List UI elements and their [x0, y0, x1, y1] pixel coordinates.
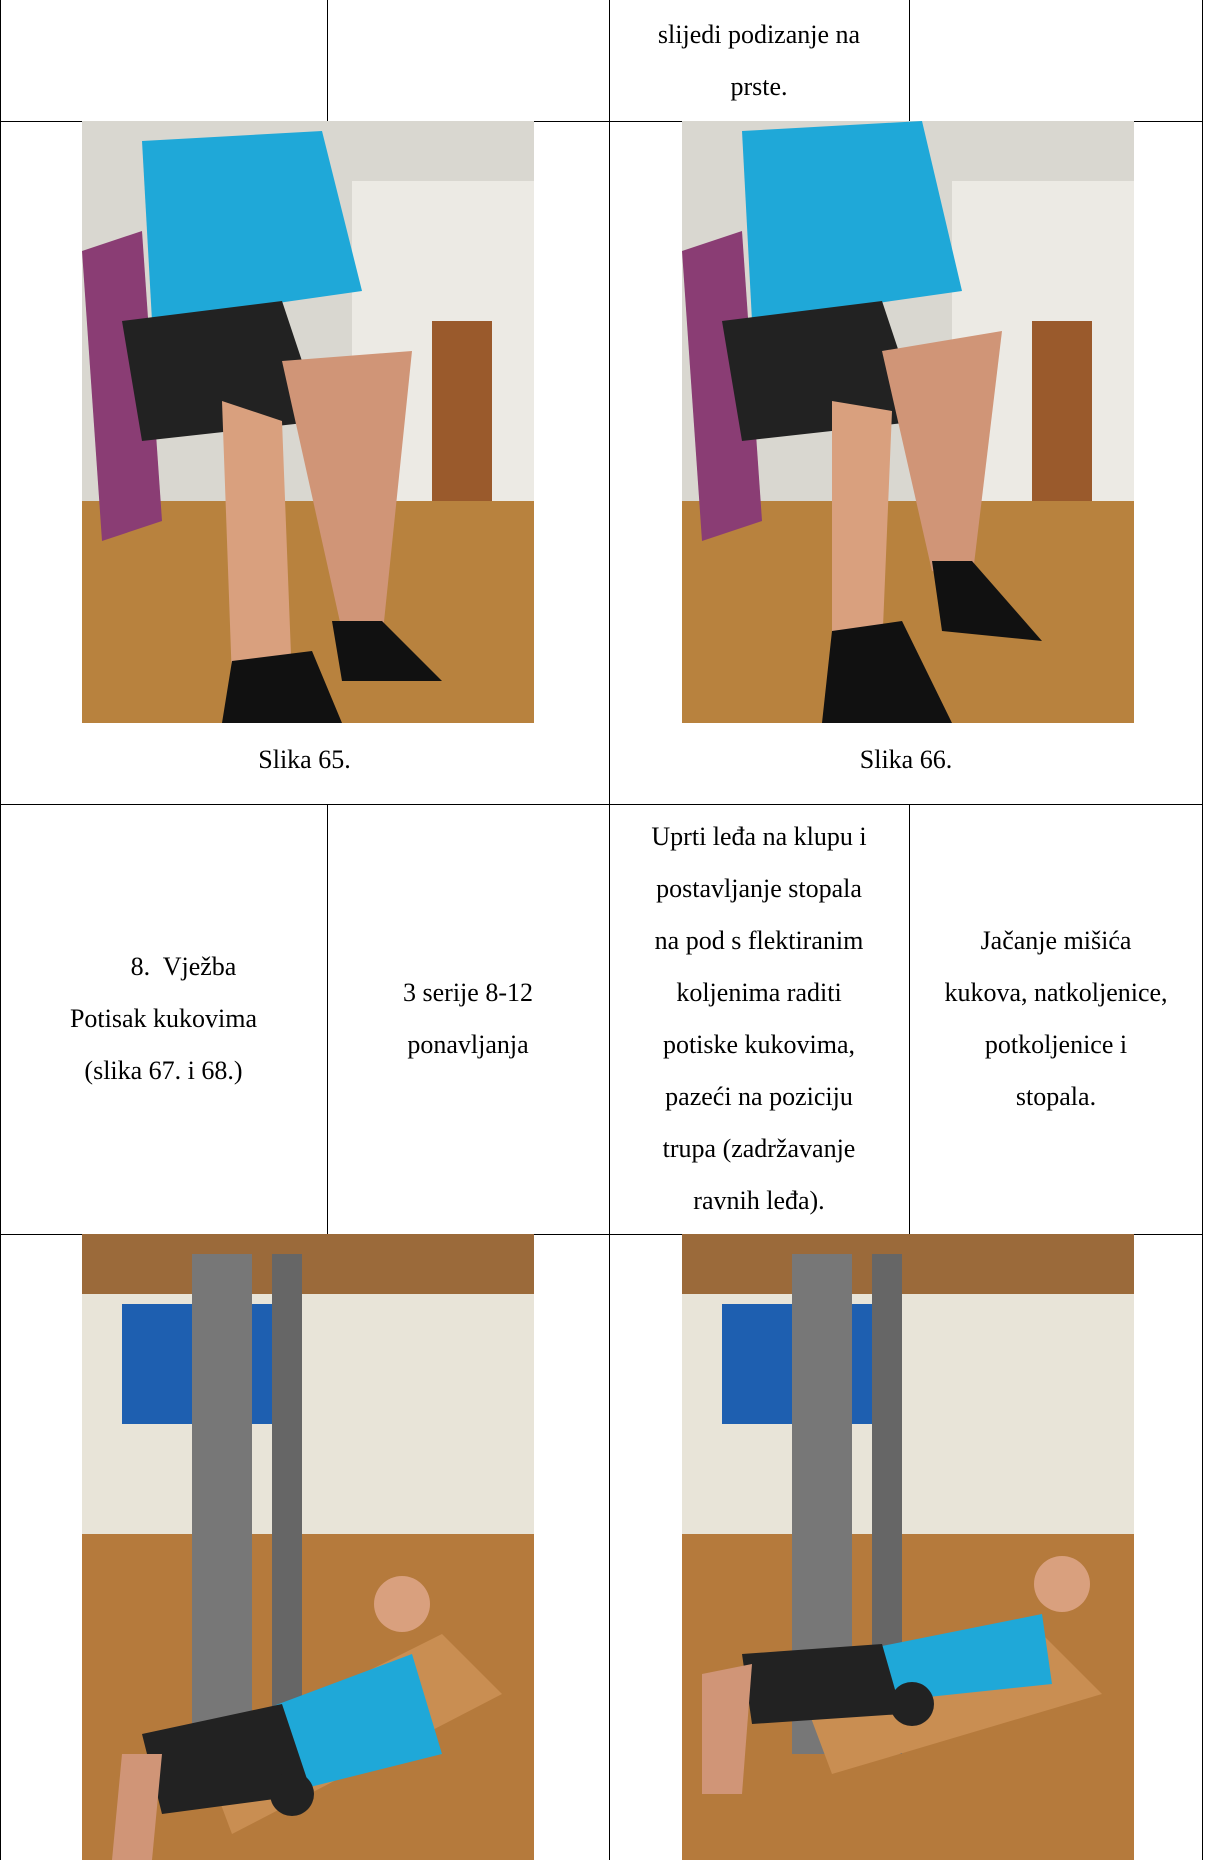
cell-line: potkoljenice i: [984, 1030, 1128, 1059]
rule: [909, 0, 910, 121]
cell-line: postavljanje stopala: [656, 874, 862, 903]
rule: [0, 1234, 1203, 1235]
table-cell: [327, 0, 609, 121]
caption: Slika 65.: [258, 745, 351, 774]
rule: [909, 804, 910, 1234]
rule: [327, 0, 328, 121]
cell-line: trupa (zadržavanje: [662, 1134, 856, 1163]
cell-line: stopala.: [1015, 1082, 1097, 1111]
table-cell: 3 serije 8-12 ponavljanja: [327, 804, 609, 1234]
photo: [682, 1234, 1134, 1860]
caption: Slika 66.: [859, 745, 953, 774]
cell-line: 3 serije 8-12: [403, 978, 533, 1007]
rule: [1202, 0, 1203, 1860]
cell-line: pazeći na poziciju: [665, 1082, 853, 1111]
table-cell: [909, 0, 1203, 121]
cell-line: slijedi podizanje na: [657, 19, 861, 49]
cell-line: ponavljanja: [407, 1030, 529, 1059]
photo: [82, 121, 534, 723]
table-cell: Uprti leđa na klupu i postavljanje stopal…: [609, 804, 909, 1234]
rule: [0, 804, 1203, 805]
cell-line: Potisak kukovima: [69, 1004, 258, 1033]
cell-line: kukova, natkoljenice,: [944, 978, 1168, 1007]
table-cell: Jačanje mišića kukova, natkoljenice, potko…: [909, 804, 1203, 1234]
cell-line: ravnih leđa).: [693, 1186, 825, 1215]
cell-line: (slika 67. i 68.): [84, 1056, 243, 1085]
rule: [327, 804, 328, 1234]
cell-line: Uprti leđa na klupu i: [651, 822, 867, 851]
cell-line: koljenima raditi: [676, 978, 842, 1007]
cell-line: potiske kukovima,: [662, 1030, 856, 1059]
rule: [0, 121, 1203, 122]
table-cell: slijedi podizanje na prste.: [609, 0, 909, 121]
rule: [609, 0, 610, 1860]
cell-line: 8. Vježba: [130, 952, 237, 981]
photo: [82, 1234, 534, 1860]
cell-line: prste.: [730, 71, 788, 101]
photo: [682, 121, 1134, 723]
cell-line: Jačanje mišića: [980, 926, 1132, 955]
table-cell: 8. Vježba Potisak kukovima (slika 67. i 68…: [0, 804, 327, 1234]
rule: [0, 0, 1, 1860]
table-cell: [0, 0, 327, 121]
cell-line: na pod s flektiranim: [654, 926, 864, 955]
